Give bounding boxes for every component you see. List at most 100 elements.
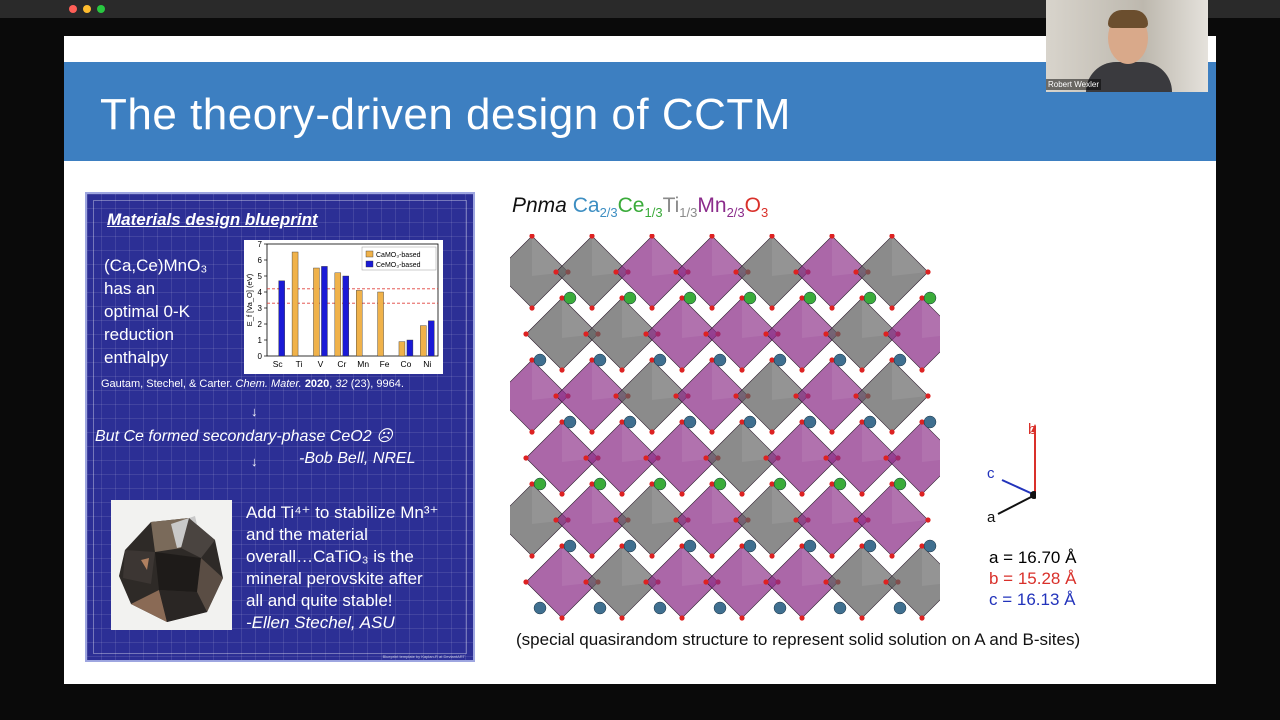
formula-element: Ca2/3 [572, 194, 618, 221]
octahedron-face [832, 360, 868, 400]
ti-quote: Add Ti⁴⁺ to stabilize Mn³⁺ and the mater… [246, 502, 439, 634]
octahedron-face [742, 298, 778, 338]
oxygen-atom [709, 357, 715, 363]
perovskite-mineral-photo [111, 500, 232, 630]
ti-quote-line: and the material [246, 525, 368, 544]
formula-element: O3 [744, 194, 769, 221]
bar-camo3 [334, 272, 342, 357]
calcium-atom [713, 353, 727, 367]
close-window-button[interactable] [69, 5, 77, 13]
oxygen-atom [859, 419, 865, 425]
cerium-atom [593, 477, 607, 491]
oxygen-atom [553, 517, 559, 523]
oxygen-atom [883, 579, 889, 585]
calcium-atom [623, 415, 637, 429]
presentation-slide: The theory-driven design of CCTM Materia… [64, 36, 1216, 684]
oxygen-atom [529, 481, 535, 487]
oxygen-atom [529, 553, 535, 559]
participant-name-label: Robert Wexler [1046, 79, 1101, 90]
oxygen-atom [643, 331, 649, 337]
calcium-atom [773, 353, 787, 367]
cerium-atom [893, 477, 907, 491]
oxygen-atom [733, 269, 739, 275]
zoom-window-button[interactable] [97, 5, 105, 13]
cerium-atom [563, 291, 577, 305]
cerium-atom [683, 291, 697, 305]
formula-elements: Ca2/3Ce1/3Ti1/3Mn2/3O3 [572, 194, 769, 221]
oxygen-atom [739, 491, 745, 497]
bar-camo3 [377, 291, 384, 357]
formula-subscript: 2/3 [599, 205, 618, 221]
octahedron-face [562, 422, 598, 462]
y-tick-label: 0 [258, 352, 263, 361]
oxygen-atom [769, 305, 775, 311]
octahedron-face [712, 360, 748, 400]
oxygen-atom [919, 615, 925, 621]
cerium-atom [743, 291, 757, 305]
webcam-video-tile[interactable]: Robert Wexler [1046, 0, 1208, 92]
oxygen-atom [769, 234, 775, 239]
calcium-atom [743, 539, 757, 553]
x-tick-label: Fe [380, 359, 390, 369]
octahedron-face [682, 422, 718, 462]
x-tick-label: V [318, 359, 324, 369]
octahedron-face [802, 546, 838, 586]
cerium-atom [923, 291, 937, 305]
bar-cemo3 [406, 339, 414, 357]
calcium-atom [863, 415, 877, 429]
b-axis-label: b [1028, 421, 1036, 438]
oxygen-atom [859, 543, 865, 549]
octahedron-face [562, 546, 598, 586]
oxygen-atom [703, 579, 709, 585]
oxygen-atom [859, 491, 865, 497]
octahedron-face [922, 298, 940, 338]
oxygen-atom [613, 517, 619, 523]
octahedron-face [832, 236, 868, 276]
vacancy-formation-chart: 0 1 2 3 4 5 6 7 E_f [Va_O] (eV) Sc Ti V Cr Mn Fe Co Ni Ca… [244, 240, 443, 374]
y-tick-label: 4 [258, 288, 263, 297]
oxygen-atom [673, 269, 679, 275]
octahedron-face [742, 422, 778, 462]
speaker-hair [1108, 10, 1148, 28]
oxygen-atom [673, 517, 679, 523]
octahedron-face [922, 546, 940, 586]
oxygen-atom [649, 481, 655, 487]
octahedron-face [592, 236, 628, 276]
lattice-b: b = 15.28 Å [989, 569, 1077, 588]
oxygen-atom [793, 269, 799, 275]
oxygen-atom [799, 367, 805, 373]
oxygen-atom [583, 331, 589, 337]
octahedron-face [802, 298, 838, 338]
citation-authors: Gautam, Stechel, & Carter. [101, 378, 233, 390]
cerium-atom [623, 291, 637, 305]
oxygen-atom [559, 615, 565, 621]
oxygen-atom [709, 553, 715, 559]
oxygen-atom [769, 429, 775, 435]
oxygen-atom [559, 419, 565, 425]
x-tick-label: Mn [357, 359, 369, 369]
cerium-atom [863, 291, 877, 305]
oxygen-atom [739, 419, 745, 425]
octahedron-face [862, 422, 898, 462]
oxygen-atom [829, 234, 835, 239]
minimize-window-button[interactable] [83, 5, 91, 13]
oxygen-atom [619, 295, 625, 301]
compound-formula: Pnma Ca2/3Ce1/3Ti1/3Mn2/3O3 [512, 194, 768, 220]
down-arrow-icon: ↓ [251, 404, 258, 419]
oxygen-atom [733, 517, 739, 523]
calcium-atom [743, 415, 757, 429]
oxygen-atom [649, 305, 655, 311]
octahedron-face [622, 422, 658, 462]
x-tick-label: Sc [273, 359, 284, 369]
lattice-c: c = 16.13 Å [989, 590, 1076, 609]
legend-swatch [365, 260, 374, 268]
octahedron-face [742, 546, 778, 586]
x-tick-label: Ni [423, 359, 431, 369]
y-tick-label: 2 [258, 320, 263, 329]
octahedron-face [832, 484, 868, 524]
oxygen-atom [919, 367, 925, 373]
a-axis-label: a [987, 509, 996, 526]
intro-line: enthalpy [104, 348, 169, 367]
octahedron-face [772, 360, 808, 400]
octahedron-face [682, 546, 718, 586]
